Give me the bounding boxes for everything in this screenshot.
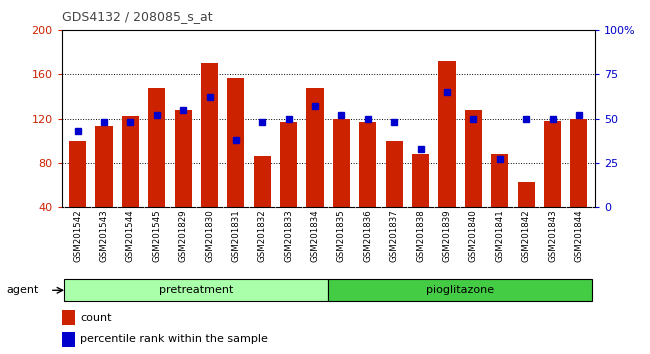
Text: GSM201836: GSM201836 [363,209,372,262]
Bar [201,63,218,207]
Bar [412,154,429,207]
Text: GSM201844: GSM201844 [575,209,584,262]
Text: GSM201835: GSM201835 [337,209,346,262]
Bar [62,310,75,325]
Bar [570,119,588,207]
Text: GSM201832: GSM201832 [258,209,266,262]
Text: GSM201544: GSM201544 [126,209,135,262]
Text: GSM201829: GSM201829 [179,209,188,262]
Bar [328,279,592,302]
Text: GSM201838: GSM201838 [416,209,425,262]
Text: pretreatment: pretreatment [159,285,233,295]
Text: GSM201843: GSM201843 [548,209,557,262]
Text: GSM201841: GSM201841 [495,209,504,262]
Bar [491,154,508,207]
Bar [96,126,112,207]
Bar [148,88,165,207]
Text: GSM201831: GSM201831 [231,209,240,262]
Text: GDS4132 / 208085_s_at: GDS4132 / 208085_s_at [62,10,213,23]
Bar [333,119,350,207]
Text: count: count [81,313,112,323]
Bar [307,88,324,207]
Text: GSM201833: GSM201833 [284,209,293,262]
Text: GSM201839: GSM201839 [443,209,452,262]
Bar [122,116,139,207]
Bar [465,110,482,207]
Bar [385,141,403,207]
Text: GSM201545: GSM201545 [152,209,161,262]
Text: GSM201542: GSM201542 [73,209,82,262]
Bar [280,122,297,207]
Text: GSM201543: GSM201543 [99,209,109,262]
Text: percentile rank within the sample: percentile rank within the sample [81,334,268,344]
Text: pioglitazone: pioglitazone [426,285,494,295]
Bar [438,61,456,207]
Text: GSM201834: GSM201834 [311,209,320,262]
Bar [227,78,244,207]
Bar [62,332,75,347]
Bar [517,182,535,207]
Text: GSM201842: GSM201842 [522,209,530,262]
Bar [359,122,376,207]
Bar [254,156,271,207]
Text: agent: agent [6,285,39,295]
Text: GSM201830: GSM201830 [205,209,214,262]
Bar [69,141,86,207]
Bar [175,110,192,207]
Bar [64,279,328,302]
Text: GSM201840: GSM201840 [469,209,478,262]
Text: GSM201837: GSM201837 [390,209,398,262]
Bar [544,121,561,207]
